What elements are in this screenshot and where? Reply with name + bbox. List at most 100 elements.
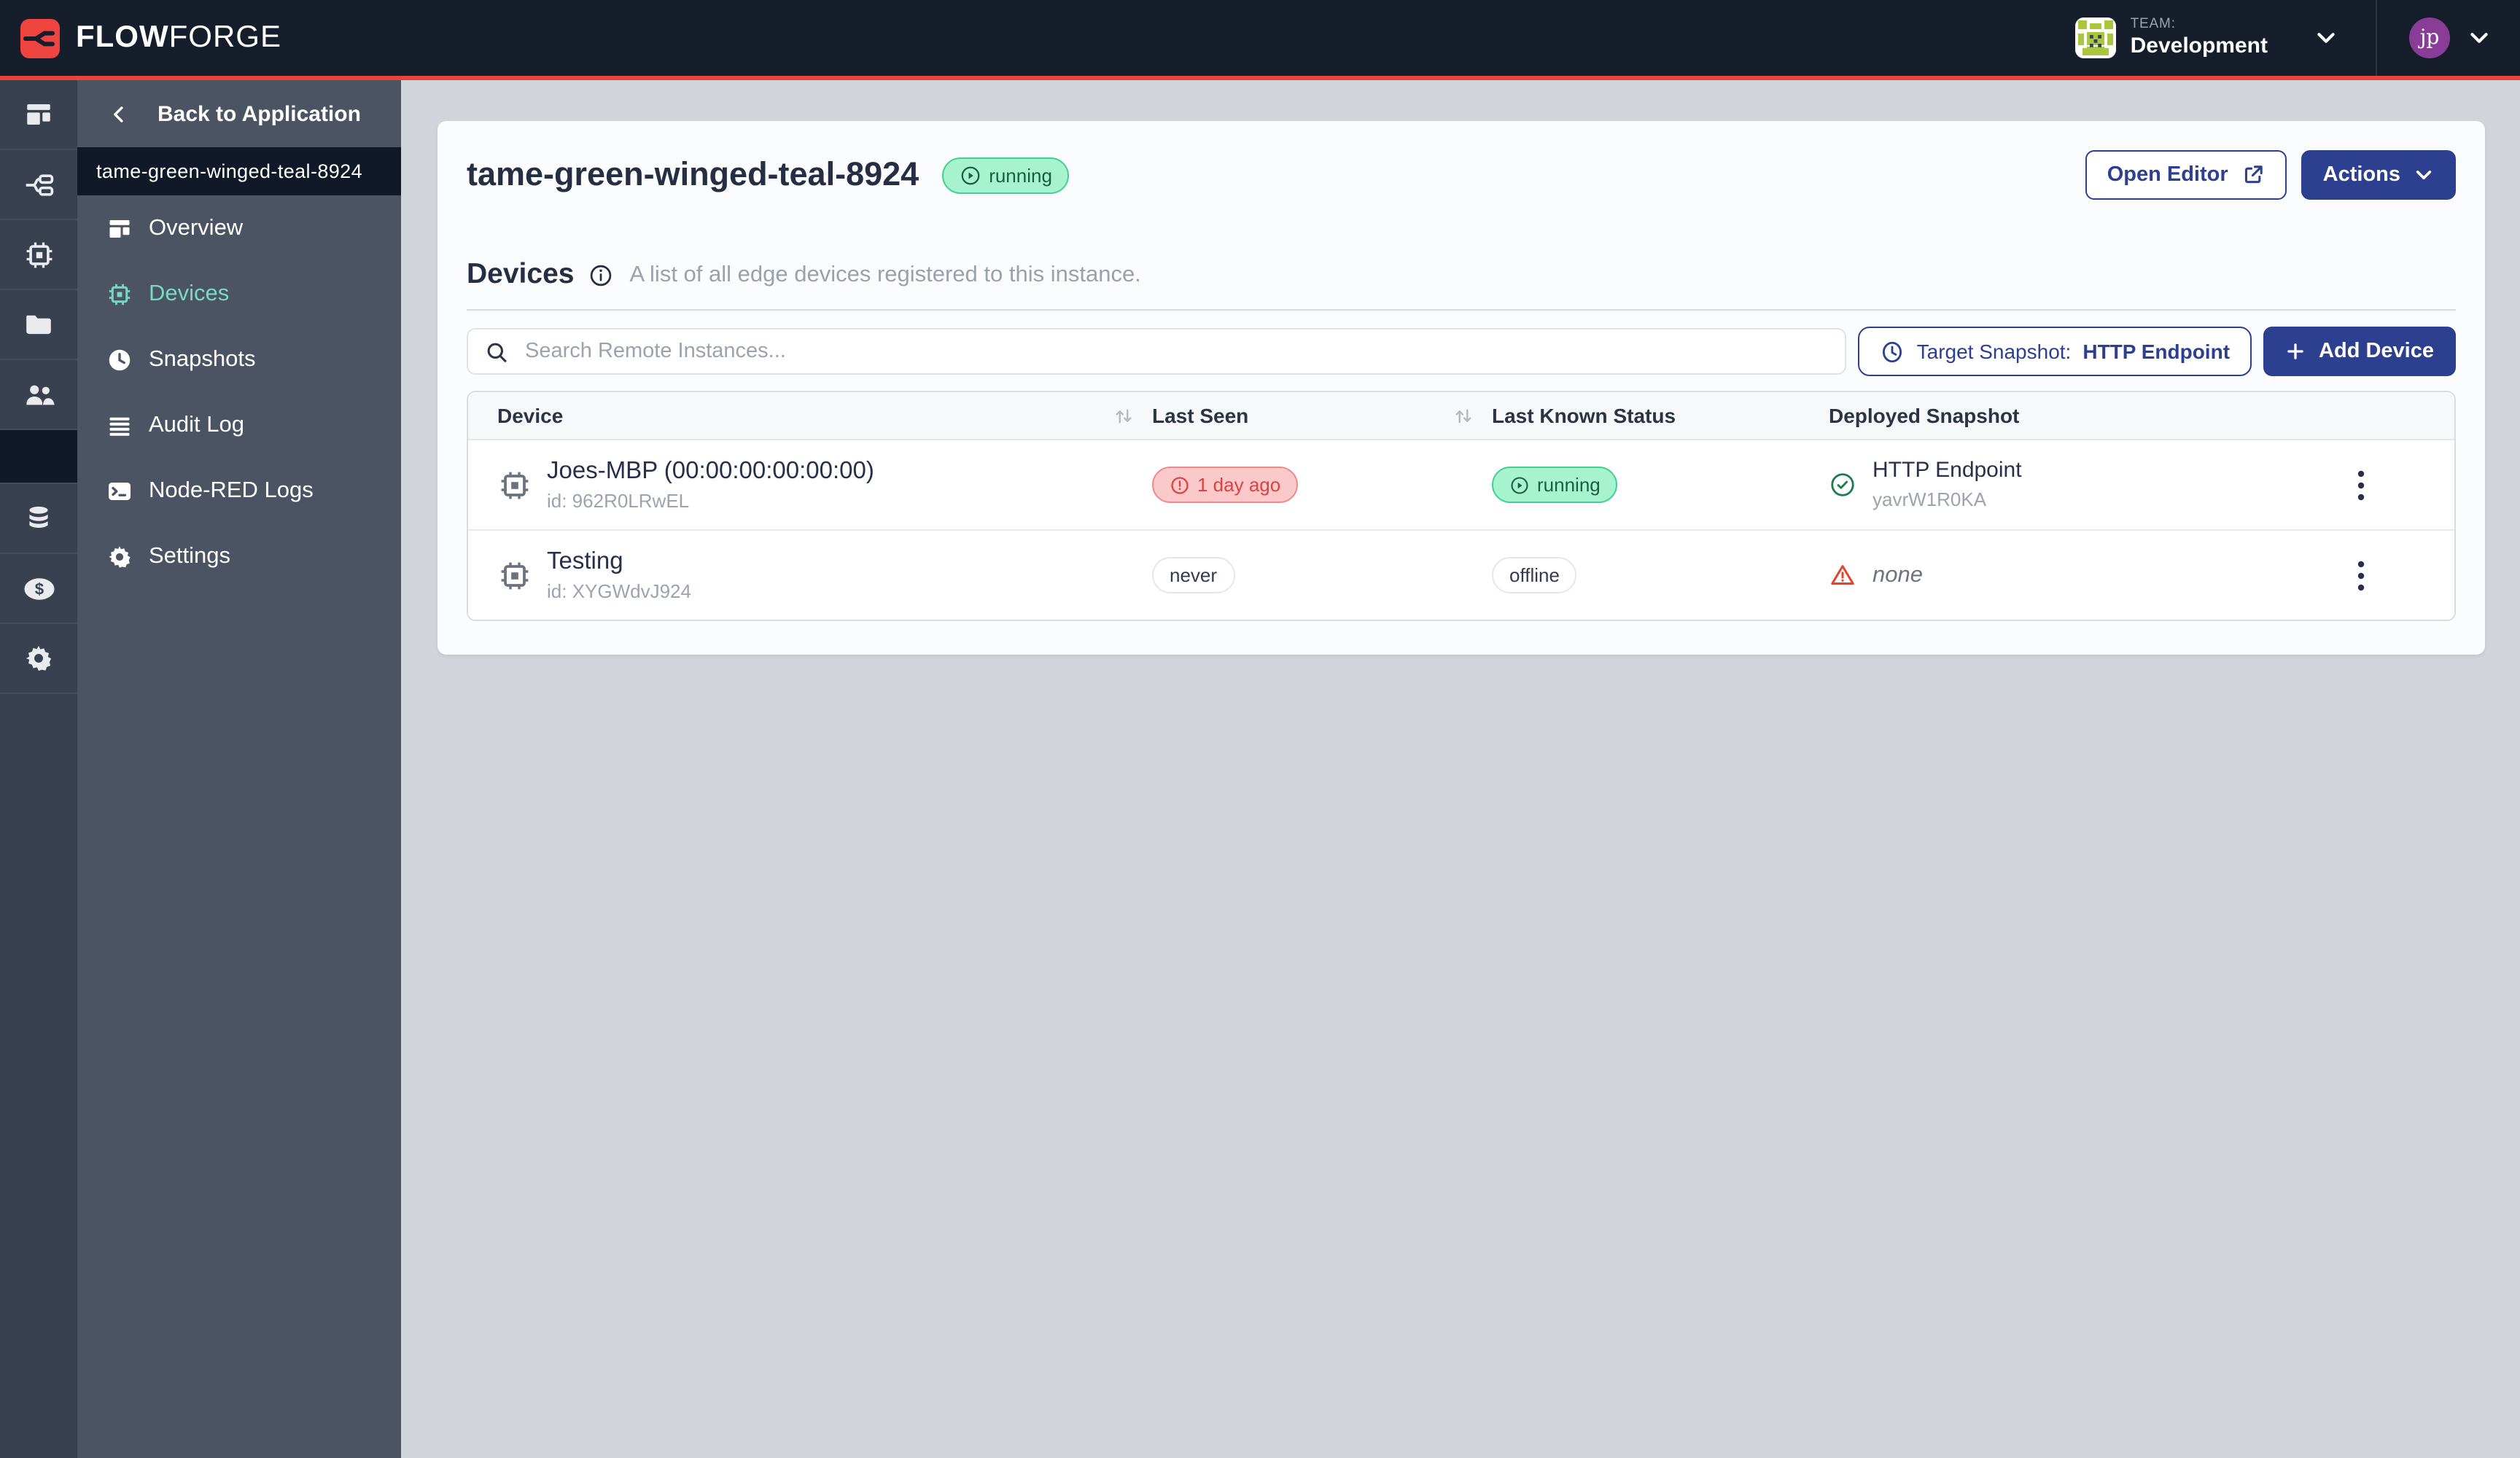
chip-icon (497, 558, 532, 593)
add-device-label: Add Device (2319, 340, 2434, 363)
info-icon[interactable] (587, 262, 613, 288)
last-seen-badge: 1 day ago (1152, 467, 1299, 503)
chevron-down-icon (2468, 26, 2491, 50)
users-icon (23, 378, 55, 410)
terminal-icon (106, 477, 133, 504)
sort-icon[interactable] (1452, 405, 1474, 426)
last-seen-label: 1 day ago (1197, 474, 1281, 496)
back-label: Back to Application (158, 101, 361, 126)
rail-broker[interactable] (0, 484, 77, 554)
instance-sidebar: Back to Application tame-green-winged-te… (77, 80, 401, 1458)
device-id: id: 962R0LRwEL (547, 489, 690, 512)
device-row[interactable]: Joes-MBP (00:00:00:00:00:00) id: 962R0LR… (468, 440, 2454, 529)
sidebar-item-devices[interactable]: Devices (77, 261, 401, 327)
kebab-menu-icon[interactable] (2348, 550, 2374, 600)
snapshot-name: none (1872, 562, 1923, 587)
device-name: Testing (547, 548, 623, 575)
team-selector[interactable]: TEAM: Development (2052, 0, 2376, 76)
status-badge-label: running (989, 164, 1052, 186)
instance-card: tame-green-winged-teal-8924 running Open… (438, 121, 2485, 655)
sidebar-item-overview[interactable]: Overview (77, 195, 401, 261)
warning-triangle-icon (1829, 561, 1856, 589)
device-status-label: running (1537, 474, 1601, 496)
database-icon (23, 503, 54, 534)
device-cell: Joes-MBP (00:00:00:00:00:00) id: 962R0LR… (468, 456, 1152, 513)
back-to-application[interactable]: Back to Application (77, 80, 401, 147)
devices-section: Devices A list of all edge devices regis… (438, 258, 2485, 621)
gear-icon (23, 643, 54, 674)
actions-button[interactable]: Actions (2301, 150, 2456, 200)
sidebar-item-label: Devices (149, 281, 230, 305)
row-menu-cell (2339, 460, 2454, 510)
search-input[interactable] (522, 338, 1831, 364)
column-header-last-known-status: Last Known Status (1492, 404, 1829, 427)
navbar-right: TEAM: Development jp (2052, 0, 2520, 76)
rail-applications[interactable] (0, 80, 77, 150)
device-name: Joes-MBP (00:00:00:00:00:00) (547, 458, 874, 485)
rail-devices[interactable] (0, 220, 77, 290)
device-status-badge: running (1492, 467, 1618, 503)
flowforge-logo-icon (20, 18, 60, 58)
column-header-last-seen[interactable]: Last Seen (1152, 404, 1492, 427)
sidebar-item-label: Audit Log (149, 412, 244, 437)
sidebar-item-label: Snapshots (149, 346, 256, 371)
column-header-deployed-snapshot: Deployed Snapshot (1829, 404, 2339, 427)
brand[interactable]: FLOWFORGE (0, 18, 281, 58)
rail-instances[interactable] (0, 150, 77, 220)
open-editor-button[interactable]: Open Editor (2085, 150, 2287, 200)
column-label: Device (497, 404, 564, 427)
search-icon (484, 339, 509, 364)
team-name: Development (2130, 33, 2268, 58)
status-cell: running (1492, 467, 1829, 503)
sidebar-item-node-red-logs[interactable]: Node-RED Logs (77, 458, 401, 523)
rail-members[interactable] (0, 360, 77, 430)
external-link-icon (2241, 163, 2265, 187)
last-seen-cell: 1 day ago (1152, 467, 1492, 503)
user-menu[interactable]: jp (2377, 0, 2520, 76)
sidebar-item-audit-log[interactable]: Audit Log (77, 392, 401, 458)
device-row[interactable]: Testing id: XYGWdvJ924 never offline (468, 529, 2454, 620)
last-seen-cell: never (1152, 557, 1492, 593)
add-device-button[interactable]: Add Device (2263, 327, 2456, 376)
sidebar-item-label: Node-RED Logs (149, 477, 314, 502)
navbar-divider (2376, 0, 2377, 76)
row-menu-cell (2339, 550, 2454, 600)
device-id: id: XYGWdvJ924 (547, 580, 691, 602)
list-icon (106, 412, 133, 438)
rail-team-settings[interactable] (0, 624, 77, 694)
sidebar-item-label: Settings (149, 543, 231, 568)
svg-text:$: $ (34, 580, 44, 598)
open-editor-label: Open Editor (2107, 163, 2228, 187)
alert-circle-icon (1170, 475, 1190, 495)
kebab-menu-icon[interactable] (2348, 460, 2374, 510)
play-circle-icon (960, 164, 981, 186)
chip-icon (497, 467, 532, 502)
team-label: TEAM: (2130, 15, 2176, 32)
target-snapshot-button[interactable]: Target Snapshot: HTTP Endpoint (1858, 327, 2252, 376)
section-description: A list of all edge devices registered to… (629, 262, 1141, 286)
main-content: tame-green-winged-teal-8924 running Open… (401, 80, 2520, 1458)
dollar-icon: $ (21, 575, 56, 601)
play-circle-icon (1509, 475, 1530, 495)
rail-billing[interactable]: $ (0, 554, 77, 624)
sidebar-item-settings[interactable]: Settings (77, 523, 401, 589)
sidebar-item-snapshots[interactable]: Snapshots (77, 327, 401, 392)
status-cell: offline (1492, 557, 1829, 593)
brand-bold: FLOW (76, 20, 169, 54)
rail-library[interactable] (0, 290, 77, 360)
device-cell: Testing id: XYGWdvJ924 (468, 547, 1152, 604)
page-title: tame-green-winged-teal-8924 (467, 156, 919, 192)
sort-icon[interactable] (1113, 405, 1135, 426)
check-circle-icon (1829, 471, 1856, 499)
snapshot-cell: none (1829, 561, 2339, 589)
devices-section-head: Devices A list of all edge devices regis… (467, 258, 2456, 311)
table-header-row: Device Last Seen (468, 392, 2454, 440)
column-header-device[interactable]: Device (468, 404, 1152, 427)
column-label: Last Known Status (1492, 404, 1676, 427)
gear-icon (106, 543, 133, 569)
devices-table: Device Last Seen (467, 391, 2456, 621)
snapshot-name: HTTP Endpoint (1872, 458, 2022, 483)
chevron-down-icon (2414, 165, 2434, 185)
clock-icon (1881, 339, 1905, 364)
user-avatar: jp (2409, 17, 2450, 58)
